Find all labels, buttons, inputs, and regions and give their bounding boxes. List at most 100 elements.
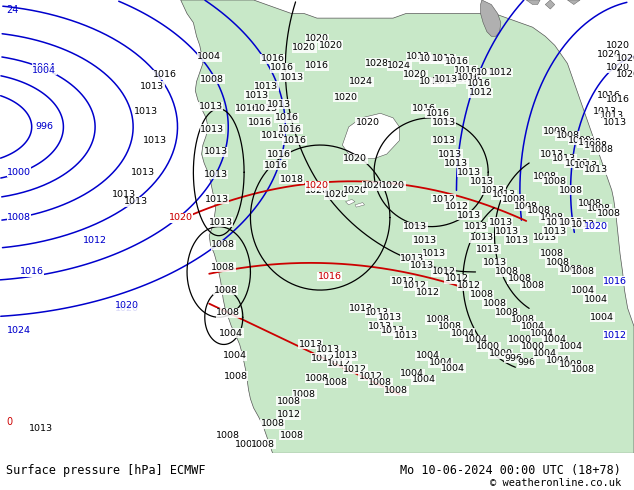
Text: 1004: 1004 xyxy=(543,336,567,344)
Text: 1013: 1013 xyxy=(470,177,494,186)
Text: 1016: 1016 xyxy=(597,91,621,99)
Text: 1008: 1008 xyxy=(211,240,235,249)
Text: 1016: 1016 xyxy=(264,161,288,170)
Text: 1008: 1008 xyxy=(568,136,592,145)
Polygon shape xyxy=(545,0,555,9)
Text: 1020: 1020 xyxy=(292,43,316,52)
Text: 1013: 1013 xyxy=(29,424,53,433)
Text: 1020: 1020 xyxy=(115,304,139,313)
Text: 1008: 1008 xyxy=(597,209,621,218)
Text: 1013: 1013 xyxy=(410,261,434,270)
Text: 1000: 1000 xyxy=(7,168,31,177)
Text: 1008: 1008 xyxy=(384,386,408,395)
Text: 1012: 1012 xyxy=(603,331,627,340)
Text: 1013: 1013 xyxy=(419,54,443,63)
Text: 1013: 1013 xyxy=(584,166,608,174)
Text: 996: 996 xyxy=(36,122,53,131)
Text: 1008: 1008 xyxy=(508,274,532,283)
Text: 1013: 1013 xyxy=(198,102,223,111)
Text: 1013: 1013 xyxy=(140,82,164,91)
Text: 1013: 1013 xyxy=(546,218,570,226)
Text: 1004: 1004 xyxy=(584,294,608,304)
Polygon shape xyxy=(181,0,634,453)
Text: 1000: 1000 xyxy=(521,342,545,351)
Text: 1013: 1013 xyxy=(543,227,567,236)
Polygon shape xyxy=(526,0,540,4)
Text: 1008: 1008 xyxy=(292,390,316,399)
Text: 1013: 1013 xyxy=(406,52,430,61)
Text: 1016: 1016 xyxy=(270,64,294,73)
Text: 1016: 1016 xyxy=(444,57,469,66)
Text: 1016: 1016 xyxy=(248,118,272,127)
Text: 1013: 1013 xyxy=(134,106,158,116)
Text: 1020: 1020 xyxy=(169,213,193,222)
Text: 1013: 1013 xyxy=(204,147,228,156)
Text: 1020: 1020 xyxy=(606,64,630,73)
Text: 1008: 1008 xyxy=(324,378,348,388)
Text: 1020: 1020 xyxy=(584,222,608,231)
Text: 1012: 1012 xyxy=(403,281,427,290)
Text: 1008: 1008 xyxy=(200,75,224,84)
Text: 1016: 1016 xyxy=(454,66,478,75)
Text: 1013: 1013 xyxy=(593,106,618,116)
Text: 1013: 1013 xyxy=(432,118,456,127)
Text: 1004: 1004 xyxy=(463,336,488,344)
Text: 1020: 1020 xyxy=(343,186,367,195)
Text: 1013: 1013 xyxy=(381,326,405,335)
Text: 1012: 1012 xyxy=(359,372,383,381)
Text: 1008: 1008 xyxy=(501,195,526,204)
Text: 1004: 1004 xyxy=(521,322,545,331)
Text: 1004: 1004 xyxy=(235,440,259,449)
Text: 1004: 1004 xyxy=(441,364,465,372)
Text: 1013: 1013 xyxy=(280,73,304,81)
Text: 1012: 1012 xyxy=(83,236,107,245)
Polygon shape xyxy=(355,202,365,207)
Text: 1004: 1004 xyxy=(429,358,453,367)
Text: 1004: 1004 xyxy=(451,329,475,338)
Text: 1008: 1008 xyxy=(521,281,545,290)
Text: 1013: 1013 xyxy=(432,136,456,145)
Text: 1013: 1013 xyxy=(492,191,516,199)
Text: 1013: 1013 xyxy=(205,195,229,204)
Text: 1012: 1012 xyxy=(343,365,367,374)
Text: 1012: 1012 xyxy=(457,281,481,290)
Text: 1028: 1028 xyxy=(365,59,389,68)
Text: 1012: 1012 xyxy=(391,276,415,286)
Text: 1016: 1016 xyxy=(235,104,259,113)
Text: 1008: 1008 xyxy=(584,141,608,149)
Text: 1008: 1008 xyxy=(559,265,583,274)
Text: 1016: 1016 xyxy=(457,73,481,81)
Text: 1024: 1024 xyxy=(387,61,411,70)
Text: 1008: 1008 xyxy=(216,431,240,440)
Text: 1008: 1008 xyxy=(368,378,392,388)
Text: 1013: 1013 xyxy=(349,304,373,313)
Text: 1008: 1008 xyxy=(527,206,551,215)
Text: 1013: 1013 xyxy=(444,159,469,168)
Text: 1016: 1016 xyxy=(267,149,291,159)
Text: 1008: 1008 xyxy=(555,131,579,141)
Text: 1013: 1013 xyxy=(254,82,278,91)
Text: 1020: 1020 xyxy=(584,222,608,231)
Text: 1008: 1008 xyxy=(543,177,567,186)
Text: 1008: 1008 xyxy=(546,258,570,268)
Text: 1012: 1012 xyxy=(444,202,469,211)
Text: 1013: 1013 xyxy=(571,220,595,229)
Text: 1004: 1004 xyxy=(197,52,221,61)
Text: 1008: 1008 xyxy=(211,263,235,272)
Text: 1013: 1013 xyxy=(482,258,507,268)
Text: 1016: 1016 xyxy=(425,109,450,118)
Text: 1008: 1008 xyxy=(251,440,275,449)
Text: 1013: 1013 xyxy=(209,218,233,226)
Text: 1008: 1008 xyxy=(305,374,329,383)
Text: Surface pressure [hPa] ECMWF: Surface pressure [hPa] ECMWF xyxy=(6,465,206,477)
Text: 1004: 1004 xyxy=(546,356,570,365)
Text: 1013: 1013 xyxy=(476,245,500,254)
Text: © weatheronline.co.uk: © weatheronline.co.uk xyxy=(490,478,621,488)
Text: 1008: 1008 xyxy=(216,308,240,317)
Text: 1008: 1008 xyxy=(578,138,602,147)
Text: 1020: 1020 xyxy=(305,181,329,190)
Text: 1008: 1008 xyxy=(543,127,567,136)
Text: 1000: 1000 xyxy=(508,336,532,344)
Text: 1008: 1008 xyxy=(533,172,557,181)
Text: 1013: 1013 xyxy=(470,233,494,243)
